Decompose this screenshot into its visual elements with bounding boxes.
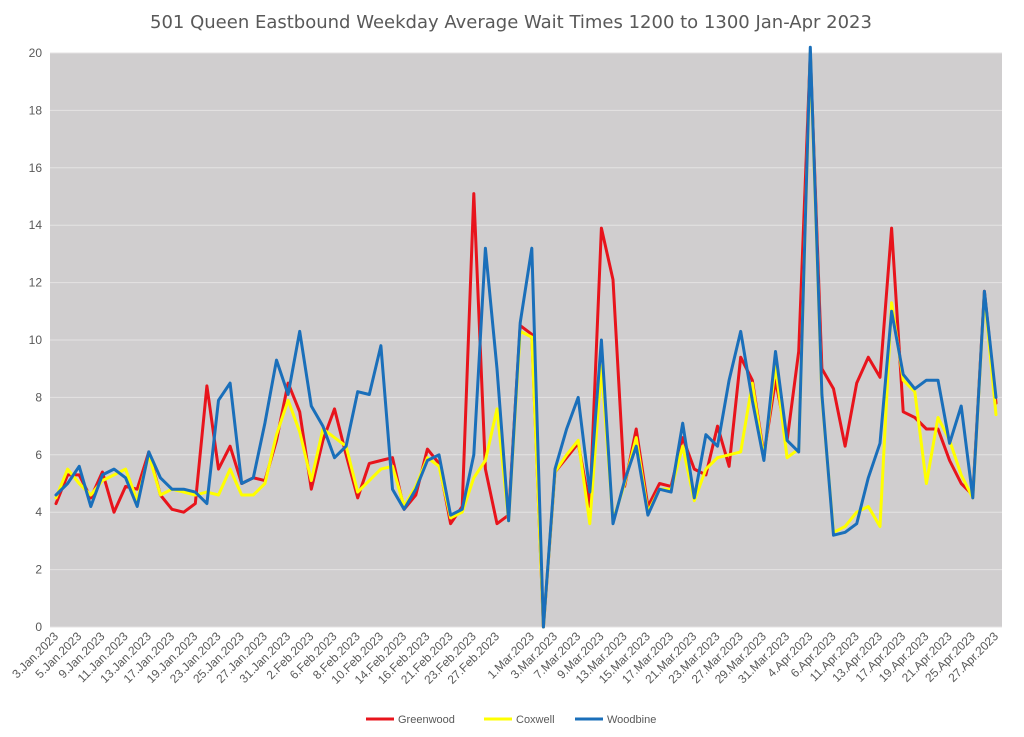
y-tick-label: 16	[29, 161, 43, 175]
y-tick-label: 18	[29, 103, 43, 117]
legend-label: Woodbine	[607, 714, 656, 726]
y-tick-label: 14	[29, 218, 43, 232]
y-tick-label: 20	[29, 46, 43, 60]
legend-item-coxwell: Coxwell	[484, 714, 555, 726]
y-tick-label: 2	[35, 563, 42, 577]
y-tick-label: 8	[35, 390, 42, 404]
legend-item-greenwood: Greenwood	[366, 714, 455, 726]
y-tick-label: 6	[35, 448, 42, 462]
y-axis-ticks: 0 2 4 6 8 10 12 14 16 18 20	[29, 46, 43, 634]
legend-label: Greenwood	[398, 714, 455, 726]
series-line-greenwood	[54, 51, 998, 629]
series-line-woodbine	[54, 45, 998, 629]
chart-title: 501 Queen Eastbound Weekday Average Wait…	[150, 12, 872, 33]
y-tick-label: 4	[35, 505, 42, 519]
y-tick-label: 10	[29, 333, 43, 347]
series-line-coxwell	[54, 51, 998, 629]
legend-label: Coxwell	[516, 714, 555, 726]
legend: Greenwood Coxwell Woodbine	[366, 714, 656, 726]
y-tick-label: 0	[35, 620, 42, 634]
y-tick-label: 12	[29, 276, 43, 290]
legend-item-woodbine: Woodbine	[575, 714, 656, 726]
series-lines	[54, 45, 998, 629]
